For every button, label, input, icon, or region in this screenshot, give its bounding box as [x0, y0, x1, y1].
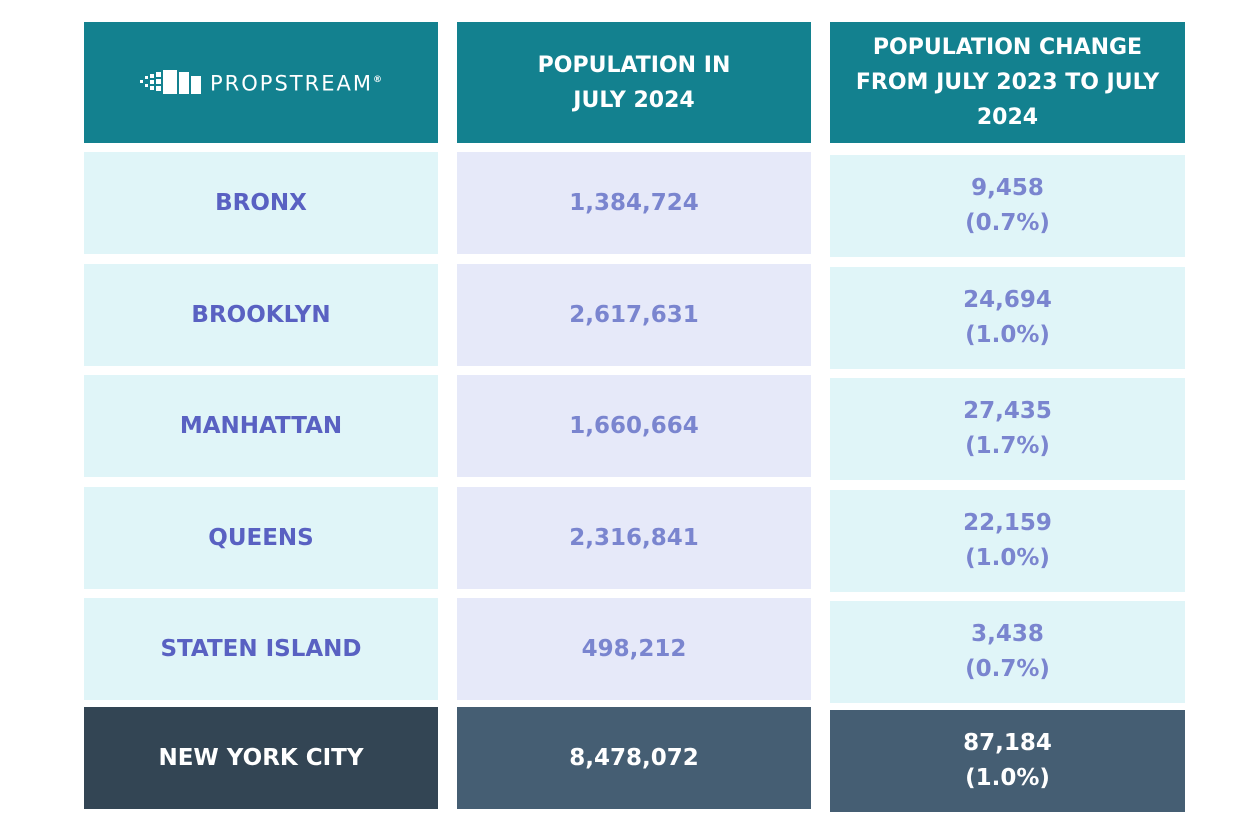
change-cell: 22,159 (1.0%) — [830, 490, 1185, 592]
population-cell: 8,478,072 — [457, 707, 811, 809]
row-name: BRONX — [215, 189, 307, 216]
name-cell: MANHATTAN — [84, 375, 438, 477]
change-cell: 24,694 (1.0%) — [830, 267, 1185, 369]
change-cell: 87,184 (1.0%) — [830, 710, 1185, 812]
logo-mark: ® — [372, 75, 382, 86]
population: 1,660,664 — [569, 412, 699, 439]
name-cell: BRONX — [84, 152, 438, 254]
row-name: BROOKLYN — [191, 301, 331, 328]
change: 87,184 — [963, 730, 1052, 756]
name-cell: STATEN ISLAND — [84, 598, 438, 700]
population-cell: 1,660,664 — [457, 375, 811, 477]
change-pct: (0.7%) — [965, 656, 1050, 682]
population-cell: 2,316,841 — [457, 487, 811, 589]
population-cell: 2,617,631 — [457, 264, 811, 366]
change-cell: 3,438 (0.7%) — [830, 601, 1185, 703]
change-pct: (1.0%) — [965, 545, 1050, 571]
row-name: MANHATTAN — [179, 412, 343, 439]
population-cell: 1,384,724 — [457, 152, 811, 254]
header-text: POPULATION IN JULY 2024 — [537, 52, 731, 113]
change: 3,438 — [971, 621, 1044, 647]
logo-cell: PROPSTREAM® — [84, 22, 438, 143]
change-pct: (0.7%) — [965, 210, 1050, 236]
row-name: STATEN ISLAND — [160, 635, 362, 662]
population: 1,384,724 — [569, 189, 699, 216]
population: 8,478,072 — [569, 744, 699, 771]
population: 2,316,841 — [569, 524, 699, 551]
population-cell: 498,212 — [457, 598, 811, 700]
population: 2,617,631 — [569, 301, 699, 328]
change: 27,435 — [963, 398, 1052, 424]
name-cell: BROOKLYN — [84, 264, 438, 366]
header-text: POPULATION CHANGE FROM JULY 2023 TO JULY… — [855, 35, 1160, 130]
change-cell: 27,435 (1.7%) — [830, 378, 1185, 480]
row-name: NEW YORK CITY — [158, 744, 364, 771]
population: 498,212 — [581, 635, 687, 662]
change: 24,694 — [963, 287, 1052, 313]
column-header: POPULATION IN JULY 2024 — [457, 22, 811, 143]
logo-text: PROPSTREAM — [210, 71, 373, 96]
change: 9,458 — [971, 175, 1044, 201]
change-cell: 9,458 (0.7%) — [830, 155, 1185, 257]
column-header: POPULATION CHANGE FROM JULY 2023 TO JULY… — [830, 22, 1185, 143]
name-cell: QUEENS — [84, 487, 438, 589]
change-pct: (1.0%) — [965, 765, 1050, 791]
change-pct: (1.0%) — [965, 322, 1050, 348]
row-name: QUEENS — [208, 524, 314, 551]
name-cell: NEW YORK CITY — [84, 707, 438, 809]
change-pct: (1.7%) — [965, 433, 1050, 459]
change: 22,159 — [963, 510, 1052, 536]
logo-icon — [140, 69, 202, 94]
